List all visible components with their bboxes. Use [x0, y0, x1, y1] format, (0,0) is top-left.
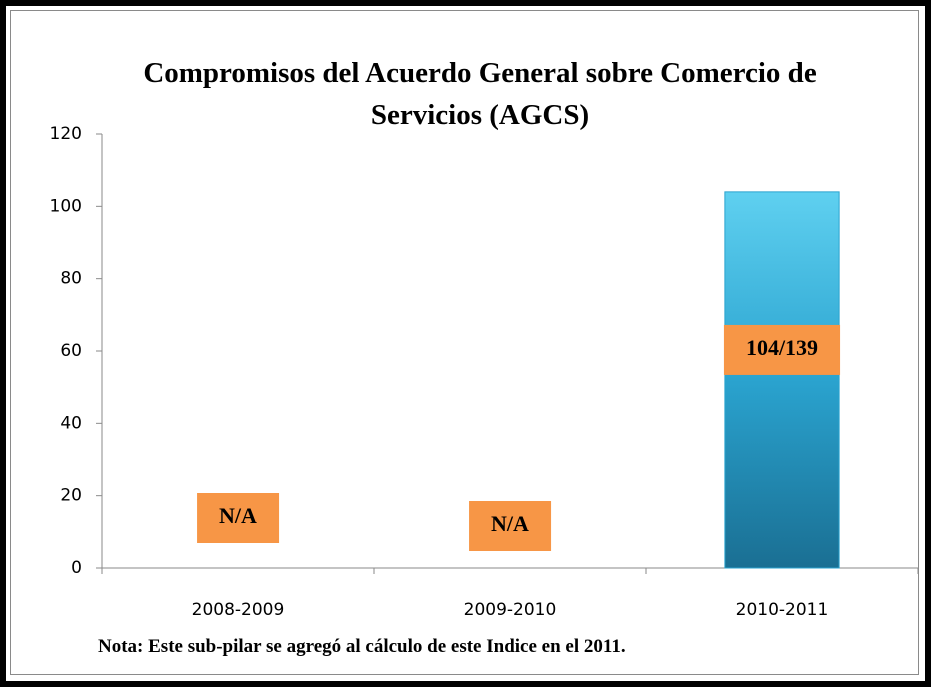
y-tick-label: 120	[50, 124, 82, 144]
bar	[724, 191, 840, 569]
x-tick-label: 2008-2009	[192, 600, 285, 620]
note: Nota: Este sub-pilar se agregó al cálcul…	[98, 636, 626, 657]
y-tick-label: 60	[60, 341, 82, 361]
y-tick-label: 100	[50, 196, 82, 216]
x-tick-label: 2010-2011	[736, 600, 829, 620]
y-tick-label: 0	[71, 558, 82, 578]
value-label-box	[197, 493, 280, 543]
value-label-box	[723, 324, 841, 375]
value-label: 104/139	[746, 335, 818, 360]
value-label-box	[469, 501, 552, 551]
value-label: N/A	[219, 503, 257, 528]
value-label: N/A	[491, 511, 529, 536]
x-tick-label: 2009-2010	[464, 600, 557, 620]
y-tick-label: 40	[60, 413, 82, 433]
chart-area	[10, 10, 919, 675]
y-tick-label: 20	[60, 486, 82, 506]
y-tick-label: 80	[60, 269, 82, 289]
chart-title: Compromisos del Acuerdo General sobre Co…	[143, 57, 817, 131]
